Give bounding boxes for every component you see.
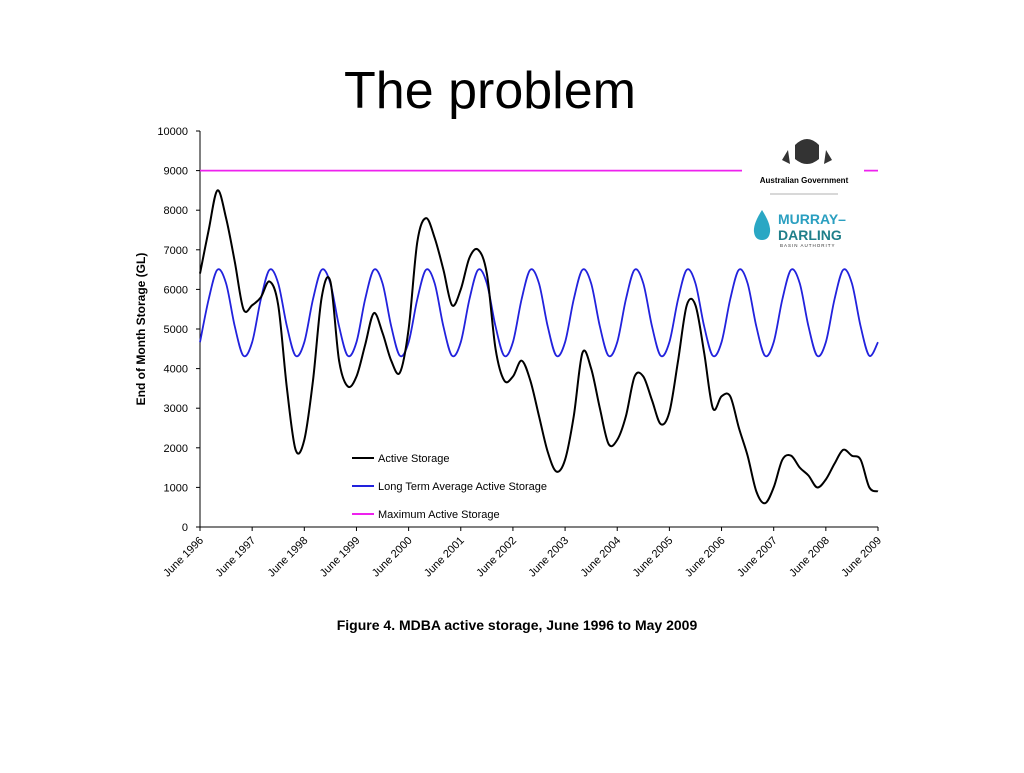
x-tick-label: June 2004 [579,535,624,580]
series-line [199,268,879,358]
y-tick-label: 8000 [164,205,188,217]
logo-line1: MURRAY– [778,211,846,227]
x-tick-label: June 2009 [839,535,884,580]
y-axis-label: End of Month Storage (GL) [134,253,148,406]
x-tick-label: June 1998 [266,535,311,580]
x-tick-label: June 2007 [735,535,780,580]
series-line [199,189,879,505]
y-tick-label: 2000 [164,443,188,455]
x-tick-label: June 1996 [161,535,206,580]
x-tick-label: June 1999 [318,535,363,580]
y-tick-label: 10000 [157,126,188,138]
logo-line2: DARLING [778,227,842,243]
x-tick-label: June 2008 [787,535,832,580]
slide-title: The problem [344,62,636,120]
y-tick-label: 5000 [164,324,188,336]
x-tick-label: June 2006 [683,535,728,580]
caption: Figure 4. MDBA active storage, June 1996… [337,617,698,633]
y-tick-label: 7000 [164,245,188,257]
crest [782,139,832,164]
y-tick-label: 4000 [164,364,188,376]
x-tick-label: June 2002 [474,535,519,580]
legend-label: Long Term Average Active Storage [378,481,547,493]
logo: Australian Government MURRAY– DARLING BA… [742,130,864,252]
logo-drop [753,210,771,240]
x-tick-label: June 2000 [370,535,415,580]
logo-line3: BASIN AUTHORITY [780,243,836,248]
x-tick-label: June 2005 [631,535,676,580]
y-tick-label: 3000 [164,403,188,415]
x-tick-label: June 1997 [213,535,258,580]
legend-label: Active Storage [378,453,450,465]
x-tick-label: June 2001 [422,535,467,580]
legend-label: Maximum Active Storage [378,509,500,521]
y-tick-label: 1000 [164,482,188,494]
x-tick-label: June 2003 [526,535,571,580]
logo-government: Australian Government [760,176,849,185]
y-tick-label: 9000 [164,166,188,178]
y-tick-label: 6000 [164,284,188,296]
y-tick-label: 0 [182,522,188,534]
